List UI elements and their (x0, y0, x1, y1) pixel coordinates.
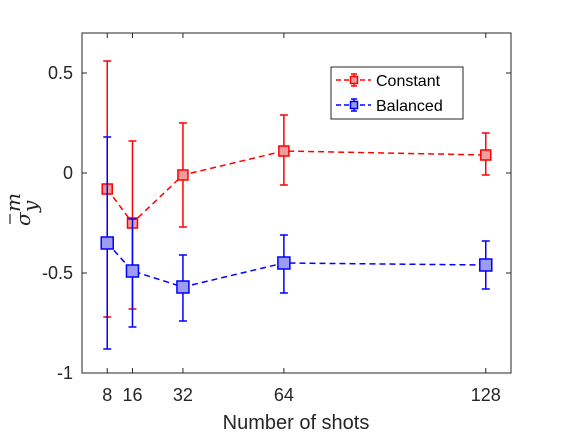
x-tick-label: 64 (274, 385, 294, 405)
data-point (480, 149, 492, 161)
legend-swatch-marker (349, 100, 359, 110)
data-point (277, 256, 291, 270)
x-tick-label: 128 (471, 385, 501, 405)
y-tick-label: -0.5 (42, 263, 73, 283)
legend-swatch-marker (349, 75, 359, 85)
y-axis-title-main: σ (11, 211, 35, 226)
y-axis-title-sup: m (1, 193, 25, 212)
data-point (100, 236, 114, 250)
x-axis: 8 16 32 64 128 (102, 33, 501, 405)
x-tick-label: 8 (102, 385, 112, 405)
legend-label-constant: Constant (376, 73, 441, 90)
data-point (176, 280, 190, 294)
x-axis-title: Number of shots (223, 412, 370, 434)
data-point (177, 169, 189, 181)
data-point (479, 258, 493, 272)
y-axis: -1 -0.5 0 0.5 (42, 63, 511, 383)
series-layer (100, 60, 493, 350)
y-axis-title: σ m y (1, 193, 42, 226)
legend: Constant Balanced (330, 66, 464, 120)
x-tick-label: 32 (173, 385, 193, 405)
y-tick-label: -1 (57, 363, 73, 383)
series-balanced (100, 136, 493, 350)
x-tick-label: 16 (122, 385, 142, 405)
y-axis-title-sub: y (18, 200, 42, 213)
legend-item-constant: Constant (336, 73, 441, 90)
data-point (278, 145, 290, 157)
y-tick-label: 0.5 (48, 63, 73, 83)
legend-label-balanced: Balanced (376, 98, 443, 115)
y-tick-label: 0 (63, 163, 73, 183)
data-point (125, 264, 140, 278)
legend-item-balanced: Balanced (336, 98, 443, 115)
